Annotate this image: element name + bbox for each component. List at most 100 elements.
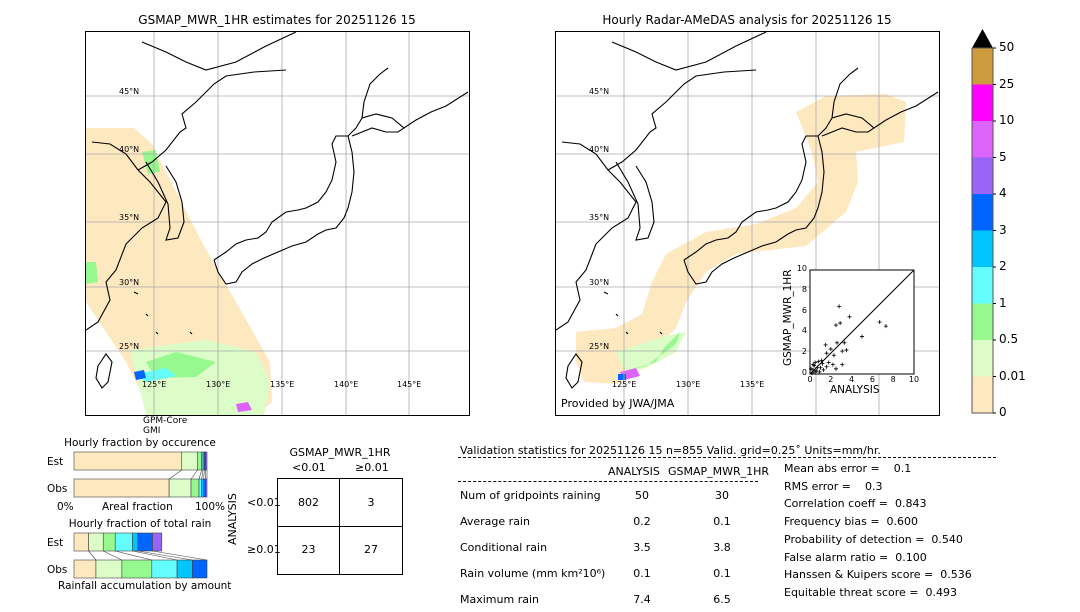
scatter-point [821, 367, 826, 372]
x-tick-label: 6 [869, 375, 875, 384]
obs-label: Obs [47, 483, 68, 495]
fraction-segment [198, 478, 202, 498]
cell-10: 23 [301, 543, 316, 556]
score-line: False alarm ratio = 0.100 [784, 550, 927, 564]
stat-label: Maximum rain [460, 593, 539, 606]
fraction-segment [205, 451, 208, 471]
stat-analysis-value: 3.5 [633, 541, 651, 554]
coastline [86, 141, 167, 331]
fraction-segment [192, 559, 208, 579]
score-line: Frequency bias = 0.600 [784, 515, 919, 529]
est-label: Est [47, 456, 64, 468]
lon-label: 135°E [270, 380, 295, 389]
score-line: Equitable threat score = 0.493 [784, 585, 957, 599]
fraction-segment [176, 559, 193, 579]
x-axis-label: ANALYSIS [830, 384, 880, 396]
y-tick-label: 8 [801, 284, 807, 294]
diagonal-line [809, 269, 915, 375]
coastline [565, 353, 583, 389]
rain-accum-label: Rainfall accumulation by amount [58, 580, 232, 592]
scatter-point [824, 351, 829, 356]
x-tick-100: 100% [195, 501, 226, 513]
score-line: Probability of detection = 0.540 [784, 532, 963, 546]
est-label: Est [47, 537, 64, 549]
rain-area [236, 402, 252, 412]
stat-label: Num of gridpoints raining [460, 489, 601, 502]
scatter-point [835, 340, 840, 345]
scatter-point [830, 362, 835, 367]
fraction-segment [137, 532, 153, 552]
colorbar-segment [972, 84, 993, 121]
colorbar: 0 0.01 0.5 1 2 3 4 5 10 25 50 [960, 28, 1026, 419]
obs-label: Obs [47, 564, 68, 576]
lon-label: 125°E [612, 380, 637, 389]
colorbar-segment [972, 121, 993, 158]
score-line: Hanssen & Kuipers score = 0.536 [784, 568, 972, 582]
fraction-segment [132, 532, 139, 552]
rain-area [136, 368, 176, 382]
scatter-point [837, 304, 842, 309]
scatter-point [828, 347, 833, 352]
lat-label: 40°N [589, 145, 610, 154]
lon-label: 125°E [142, 380, 167, 389]
fraction-segment [114, 532, 133, 552]
lat-label: 25°N [119, 342, 140, 351]
contingency-table: 802 3 23 27 [277, 478, 403, 575]
coastline [873, 91, 939, 129]
y-axis-label: GSMAP_MWR_1HR [782, 269, 794, 366]
coastline [611, 32, 767, 71]
scatter-point [813, 369, 818, 374]
rain-area [134, 370, 146, 380]
stat-label: Average rain [460, 515, 530, 528]
occurrence-title: Hourly fraction by occurence [64, 437, 216, 449]
fraction-segment [88, 532, 104, 552]
fraction-segment [73, 451, 183, 471]
left-map: 45°N 40°N 35°N 30°N 25°N 125°E 130°E 135°E 140°E… [85, 31, 470, 416]
fraction-segment [151, 559, 178, 579]
rain-fraction-title: Hourly fraction of total rain [68, 518, 212, 530]
colorbar-tick-label: 0.01 [999, 368, 1026, 383]
contingency-title: GSMAP_MWR_1HR [289, 446, 391, 459]
x-tick-label: 2 [828, 375, 834, 384]
colorbar-tick-label: 2 [999, 259, 1007, 273]
scatter-point [811, 362, 816, 367]
left-map-title: GSMAP_MWR_1HR estimates for 20251126 15 [138, 13, 416, 27]
colorbar-tick-label: 4 [999, 186, 1007, 200]
colorbar-tick-label: 0.5 [999, 332, 1019, 346]
coastline [213, 135, 348, 261]
coastline [403, 91, 469, 129]
scatter-point [824, 364, 829, 369]
stat-analysis-value: 7.4 [633, 593, 651, 606]
rain-area [616, 332, 686, 374]
colorbar-tick-label: 0 [999, 405, 1007, 419]
fraction-charts: Hourly fraction by occurence Est Obs 0% Area… [30, 434, 250, 604]
fraction-segment [121, 559, 153, 579]
scatter-point [819, 358, 824, 363]
coastline [683, 135, 818, 261]
colorbar-segment [972, 303, 993, 340]
lat-label: 40°N [119, 145, 140, 154]
scatter-point [816, 359, 821, 364]
stat-gsmap-value: 30 [715, 489, 729, 502]
scatter-point [840, 349, 845, 354]
stat-analysis-value: 0.2 [633, 515, 651, 528]
stat-analysis-value: 0.1 [633, 567, 651, 580]
stat-analysis-value: 50 [635, 489, 649, 502]
coastline [607, 69, 757, 171]
lon-label: 140°E [334, 380, 359, 389]
colorbar-segment [972, 267, 993, 304]
sensor-label: GPM-Core GMI [143, 416, 188, 436]
lon-label: 130°E [206, 380, 231, 389]
coastline [145, 161, 185, 241]
score-line: RMS error = 0.3 [784, 479, 883, 493]
col-label-1: ≥0.01 [355, 461, 389, 474]
fraction-segment [181, 451, 198, 471]
stat-label: Conditional rain [460, 541, 548, 554]
score-line: Correlation coeff = 0.843 [784, 497, 927, 511]
colorbar-segment [972, 230, 993, 267]
scatter-point [826, 360, 831, 365]
fraction-segment [73, 532, 89, 552]
stat-gsmap-value: 0.1 [713, 567, 731, 580]
colorbar-tick-label: 25 [999, 76, 1015, 91]
stat-gsmap-value: 0.1 [713, 515, 731, 528]
